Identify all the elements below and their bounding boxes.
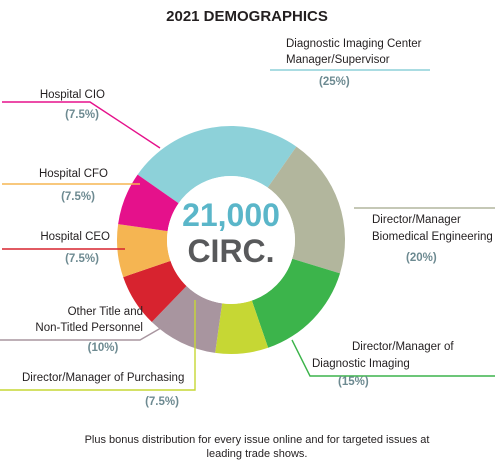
slice-percent-0: (25%) bbox=[319, 76, 350, 88]
slice-label-1-line-0: Director/Manager bbox=[372, 214, 461, 226]
slice-label-4-line-0: Other Title and bbox=[68, 306, 143, 318]
slice-label-2-line-1: Diagnostic Imaging bbox=[312, 358, 410, 370]
slice-label-2-line-0: Director/Manager of bbox=[352, 341, 454, 353]
slice-label-3-line-0: Director/Manager of Purchasing bbox=[22, 372, 184, 384]
slice-label-0-line-1: Manager/Supervisor bbox=[286, 54, 390, 66]
leader-line-3 bbox=[0, 300, 196, 391]
donut-slice-3 bbox=[215, 300, 269, 354]
donut-slice-4 bbox=[151, 286, 223, 353]
leader-line-4 bbox=[0, 320, 174, 341]
slice-label-1-line-1: Biomedical Engineering bbox=[372, 231, 493, 243]
slice-percent-1: (20%) bbox=[406, 252, 437, 264]
slice-percent-5: (7.5%) bbox=[65, 253, 99, 265]
donut-slice-6 bbox=[117, 224, 171, 278]
donut-slice-1 bbox=[267, 146, 345, 274]
leader-line-7 bbox=[2, 101, 161, 149]
center-circulation-value: 21,000 bbox=[182, 197, 280, 233]
donut-hole bbox=[167, 176, 295, 304]
slice-percent-2: (15%) bbox=[338, 376, 369, 388]
donut-slices bbox=[117, 126, 345, 354]
leader-lines bbox=[0, 69, 495, 391]
donut-slice-2 bbox=[251, 258, 341, 348]
slice-label-5-line-0: Hospital CEO bbox=[40, 231, 110, 243]
slice-percent-7: (7.5%) bbox=[65, 109, 99, 121]
slice-label-7-line-0: Hospital CIO bbox=[40, 89, 105, 101]
slice-label-6-line-0: Hospital CFO bbox=[39, 168, 108, 180]
footnote-line-2: leading trade shows. bbox=[207, 448, 308, 460]
slice-label-0-line-0: Diagnostic Imaging Center bbox=[286, 38, 422, 50]
slice-percent-6: (7.5%) bbox=[61, 191, 95, 203]
center-circulation-unit: CIRC. bbox=[187, 233, 274, 269]
leader-line-2 bbox=[291, 339, 495, 377]
chart-title: 2021 DEMOGRAPHICS bbox=[166, 8, 328, 25]
slice-labels: Diagnostic Imaging Center Manager/Supervi… bbox=[22, 38, 493, 408]
slice-percent-4: (10%) bbox=[88, 342, 119, 354]
donut-slice-0 bbox=[137, 126, 297, 204]
donut-slice-5 bbox=[123, 260, 187, 323]
slice-percent-3: (7.5%) bbox=[145, 396, 179, 408]
footnote-line-1: Plus bonus distribution for every issue … bbox=[85, 434, 430, 446]
slice-label-4-line-1: Non-Titled Personnel bbox=[35, 322, 143, 334]
donut-slice-7 bbox=[118, 174, 179, 232]
